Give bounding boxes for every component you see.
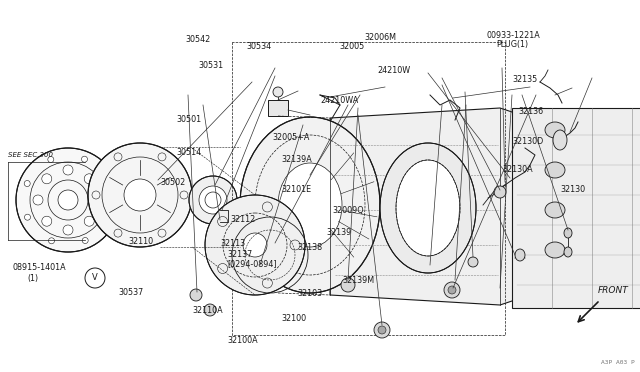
Text: 32009Q: 32009Q <box>333 206 364 215</box>
Text: 32130D: 32130D <box>512 137 543 146</box>
Ellipse shape <box>564 247 572 257</box>
Text: 32110: 32110 <box>128 237 153 246</box>
Text: 32136: 32136 <box>518 107 543 116</box>
Text: 24210W: 24210W <box>378 66 411 75</box>
Ellipse shape <box>48 157 54 163</box>
Text: V: V <box>92 273 98 282</box>
Text: 32130A: 32130A <box>502 165 533 174</box>
Ellipse shape <box>494 186 506 198</box>
Ellipse shape <box>204 304 216 316</box>
Ellipse shape <box>199 186 227 214</box>
Text: 32139: 32139 <box>326 228 351 237</box>
Text: 32101E: 32101E <box>282 185 312 194</box>
Bar <box>512 108 640 308</box>
Text: 30531: 30531 <box>198 61 223 70</box>
Text: 32135: 32135 <box>512 76 537 84</box>
Text: A3P A03 P: A3P A03 P <box>601 360 635 365</box>
Ellipse shape <box>380 143 476 273</box>
Text: FRONT: FRONT <box>598 286 628 295</box>
Ellipse shape <box>58 190 78 210</box>
Ellipse shape <box>243 233 267 257</box>
Ellipse shape <box>16 148 120 252</box>
Ellipse shape <box>515 249 525 261</box>
Text: 32139M: 32139M <box>342 276 374 285</box>
Ellipse shape <box>42 174 52 184</box>
Ellipse shape <box>84 174 94 184</box>
Ellipse shape <box>448 286 456 294</box>
Text: 32100: 32100 <box>282 314 307 323</box>
Text: 30542: 30542 <box>186 35 211 44</box>
Ellipse shape <box>278 163 342 247</box>
Text: 00933-1221A: 00933-1221A <box>486 31 540 40</box>
Ellipse shape <box>190 289 202 301</box>
Ellipse shape <box>24 180 30 186</box>
Ellipse shape <box>33 195 43 205</box>
Ellipse shape <box>374 322 390 338</box>
Ellipse shape <box>124 179 156 211</box>
Text: [0294-0894]: [0294-0894] <box>227 260 277 269</box>
Ellipse shape <box>49 238 54 244</box>
Ellipse shape <box>81 156 88 162</box>
Ellipse shape <box>106 214 112 219</box>
Ellipse shape <box>24 214 31 220</box>
Ellipse shape <box>82 237 88 244</box>
Ellipse shape <box>444 282 460 298</box>
Text: 24210WA: 24210WA <box>320 96 358 105</box>
Ellipse shape <box>63 225 73 235</box>
Text: 30534: 30534 <box>246 42 271 51</box>
Ellipse shape <box>341 278 355 292</box>
Text: SEE SEC.300: SEE SEC.300 <box>8 152 53 158</box>
Text: 32006M: 32006M <box>365 33 397 42</box>
Text: 32139A: 32139A <box>282 155 312 164</box>
Text: 32005+A: 32005+A <box>272 133 309 142</box>
Ellipse shape <box>88 143 192 247</box>
Text: 32112: 32112 <box>230 215 255 224</box>
Ellipse shape <box>396 160 460 256</box>
Ellipse shape <box>553 130 567 150</box>
Text: 32100A: 32100A <box>227 336 258 345</box>
Ellipse shape <box>273 87 283 97</box>
Text: 30514: 30514 <box>176 148 201 157</box>
Text: 32103: 32103 <box>298 289 323 298</box>
Ellipse shape <box>42 216 52 226</box>
Ellipse shape <box>84 216 94 226</box>
Text: 32137: 32137 <box>227 250 252 259</box>
Text: 32130: 32130 <box>560 185 585 194</box>
Text: 30501: 30501 <box>176 115 201 124</box>
Text: 08915-1401A: 08915-1401A <box>13 263 67 272</box>
Text: 32005: 32005 <box>339 42 364 51</box>
Ellipse shape <box>468 257 478 267</box>
Ellipse shape <box>564 228 572 238</box>
Ellipse shape <box>205 195 305 295</box>
Ellipse shape <box>545 202 565 218</box>
Ellipse shape <box>189 176 237 224</box>
Ellipse shape <box>63 165 73 175</box>
Ellipse shape <box>378 326 386 334</box>
Ellipse shape <box>545 162 565 178</box>
Bar <box>268 100 288 116</box>
Ellipse shape <box>240 117 380 293</box>
Text: 32110A: 32110A <box>192 306 223 315</box>
Text: 30537: 30537 <box>118 288 143 296</box>
Ellipse shape <box>545 242 565 258</box>
Text: 30502: 30502 <box>160 178 185 187</box>
Ellipse shape <box>545 122 565 138</box>
Text: 32138: 32138 <box>298 243 323 252</box>
Text: 32113: 32113 <box>221 239 246 248</box>
Text: PLUG(1): PLUG(1) <box>496 40 528 49</box>
Text: (1): (1) <box>27 275 38 283</box>
Ellipse shape <box>106 180 111 186</box>
Polygon shape <box>330 108 530 305</box>
Ellipse shape <box>93 195 103 205</box>
